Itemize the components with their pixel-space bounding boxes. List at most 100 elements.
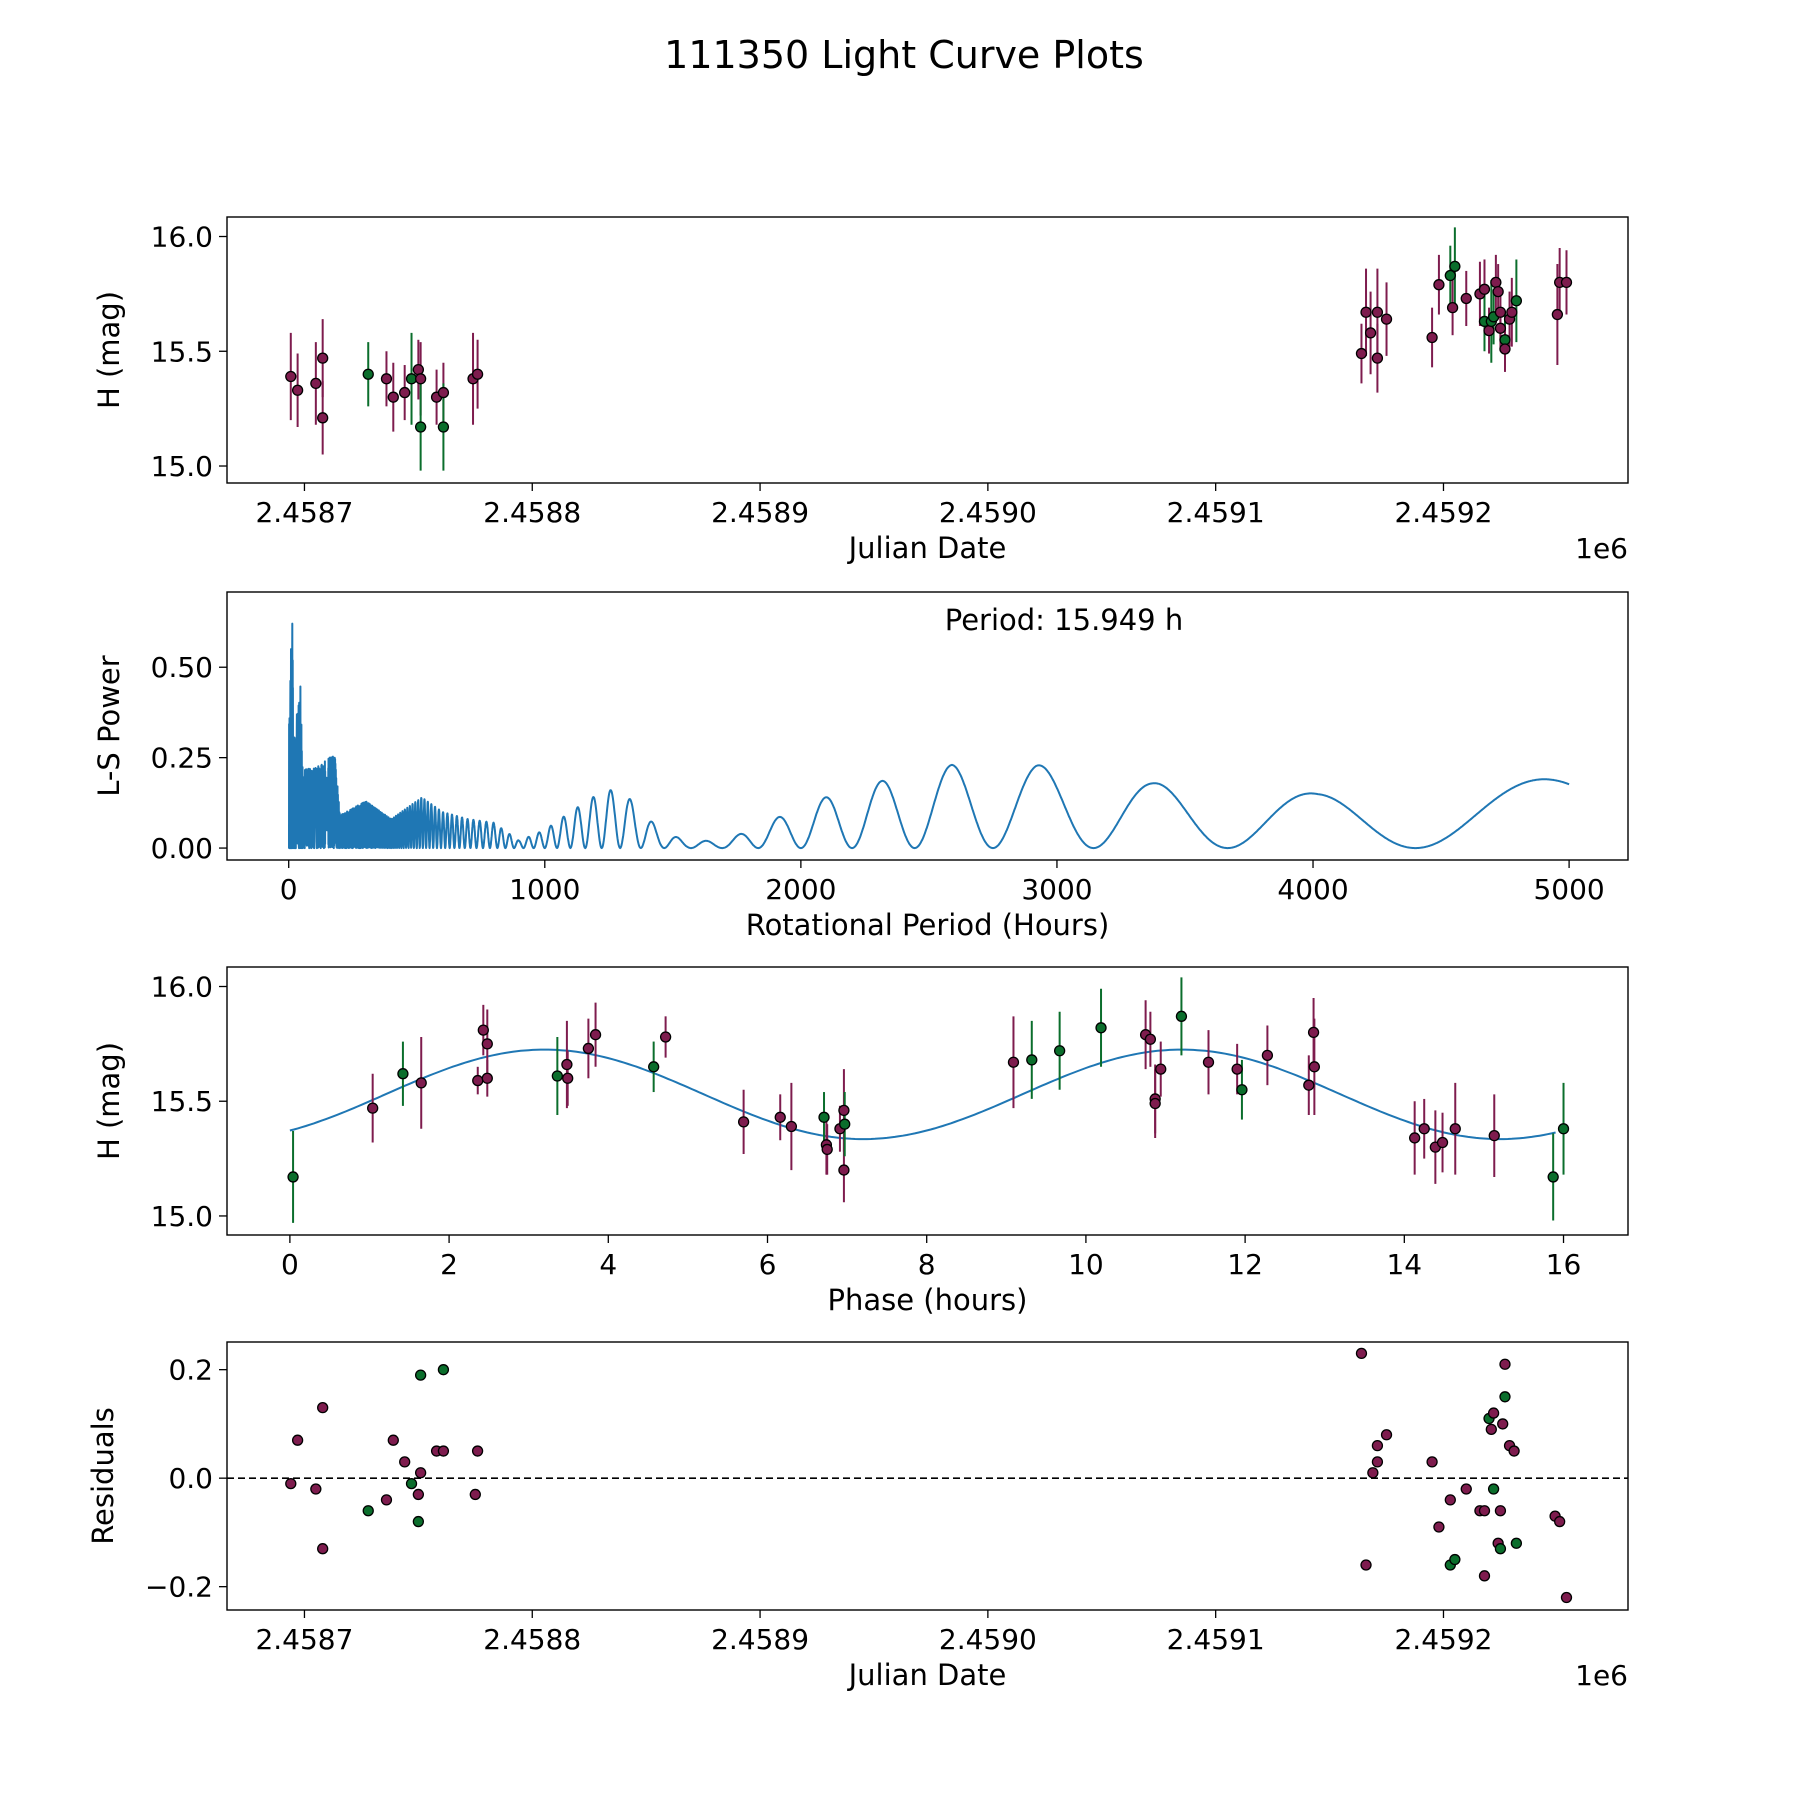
data-point: [471, 368, 484, 380]
data-point: [414, 421, 427, 433]
data-point: [838, 1164, 850, 1176]
data-point: [387, 1434, 399, 1446]
data-point: [1355, 1347, 1368, 1360]
data-point: [1449, 1553, 1461, 1566]
data-point: [380, 1494, 393, 1506]
data-point: [1487, 1483, 1500, 1495]
y-tick-label: 0.2: [168, 1354, 213, 1387]
x-tick-label: 6: [759, 1248, 777, 1281]
data-point: [1508, 1445, 1520, 1457]
data-point: [1494, 306, 1507, 318]
data-point: [1355, 347, 1368, 360]
data-point: [1444, 269, 1456, 282]
panel-light-curve: 2.4587 2.4588 2.4589 2.4590 2.4591 2.4592 15.0…: [92, 216, 1629, 565]
data-point: [1444, 1494, 1456, 1506]
data-point: [362, 368, 374, 380]
y-tick-label: 15.0: [151, 450, 213, 483]
data-point: [1499, 334, 1511, 346]
data-point: [469, 1488, 481, 1501]
data-point: [310, 377, 322, 390]
x-tick-label: 3000: [1021, 873, 1092, 906]
data-point: [1499, 343, 1511, 355]
data-point: [471, 1445, 484, 1457]
x-axis-label: Julian Date: [847, 531, 1007, 565]
y-tick-label: 0.50: [151, 651, 213, 684]
data-point: [1367, 1467, 1379, 1479]
data-point: [1436, 1136, 1449, 1149]
figure-title: 111350 Light Curve Plots: [664, 33, 1144, 77]
data-point: [1446, 302, 1459, 314]
x-tick-label: 2.4591: [1167, 496, 1265, 529]
data-point: [1490, 276, 1502, 289]
data-point: [1418, 1123, 1430, 1135]
data-point: [397, 1068, 409, 1080]
data-point: [839, 1118, 851, 1130]
x-tick-label: 16: [1546, 1248, 1582, 1281]
data-point: [1371, 1439, 1384, 1452]
x-tick-label: 10: [1068, 1248, 1104, 1281]
data-point: [1483, 324, 1495, 337]
x-tick-label: 2.4589: [711, 496, 809, 529]
data-point: [1053, 1045, 1066, 1057]
data-point: [821, 1143, 833, 1156]
data-point: [1560, 276, 1573, 289]
data-point: [561, 1058, 573, 1071]
data-point: [415, 1077, 427, 1089]
data-point: [1380, 313, 1393, 325]
data-point: [412, 363, 425, 376]
data-point: [1499, 1391, 1511, 1403]
data-point: [399, 386, 411, 399]
data-point: [1360, 306, 1372, 318]
data-point: [437, 1445, 450, 1457]
x-tick-label: 12: [1227, 1248, 1263, 1281]
data-point: [1449, 260, 1461, 272]
data-point: [1478, 1505, 1491, 1517]
data-point: [380, 373, 393, 385]
data-point: [589, 1029, 602, 1041]
data-point: [285, 370, 297, 383]
panel-periodogram: 0 1000 2000 3000 4000 5000 0.00 0.25 0.50 Rotatio…: [92, 591, 1629, 942]
x-tick-label: 2.4587: [255, 1623, 353, 1656]
axes-frame: [226, 591, 1629, 861]
data-point: [1560, 1591, 1573, 1604]
data-point: [582, 1042, 595, 1055]
data-point: [1510, 295, 1523, 307]
y-tick-label: 15.5: [151, 335, 213, 368]
y-axis-label: L-S Power: [92, 655, 126, 796]
data-point: [838, 1104, 850, 1117]
data-point: [1175, 1010, 1188, 1022]
data-point: [1308, 1061, 1321, 1073]
data-point: [774, 1111, 786, 1123]
x-tick-label: 4000: [1277, 873, 1348, 906]
x-tick-label: 2.4588: [483, 496, 581, 529]
data-point: [291, 1434, 304, 1446]
data-point: [551, 1070, 563, 1082]
plot-area: [285, 227, 1573, 471]
y-tick-label: 16.0: [151, 221, 213, 254]
data-point: [1488, 1129, 1500, 1142]
data-point: [1364, 327, 1377, 339]
x-tick-label: 2.4592: [1394, 1623, 1492, 1656]
periodogram-line: [288, 622, 1570, 850]
data-point: [317, 412, 329, 424]
data-point: [648, 1061, 660, 1073]
data-point: [1371, 1456, 1384, 1468]
panels: 2.4587 2.4588 2.4589 2.4590 2.4591 2.4592 15.0…: [86, 216, 1629, 1692]
x-tick-label: 2.4592: [1394, 496, 1492, 529]
data-point: [1149, 1097, 1161, 1110]
data-point: [737, 1116, 750, 1128]
data-point: [785, 1120, 798, 1133]
x-tick-label: 1000: [509, 873, 580, 906]
x-tick-label: 0: [281, 1248, 299, 1281]
y-axis-label: H (mag): [92, 1042, 126, 1160]
data-point: [1478, 283, 1491, 295]
data-point: [818, 1111, 830, 1123]
y-axis-label: Residuals: [86, 1407, 120, 1545]
data-point: [1506, 306, 1518, 318]
y-tick-label: 16.0: [151, 971, 213, 1004]
data-point: [1460, 1483, 1472, 1495]
data-point: [1231, 1063, 1243, 1075]
data-point: [412, 1515, 425, 1528]
plot-area: [288, 622, 1570, 850]
